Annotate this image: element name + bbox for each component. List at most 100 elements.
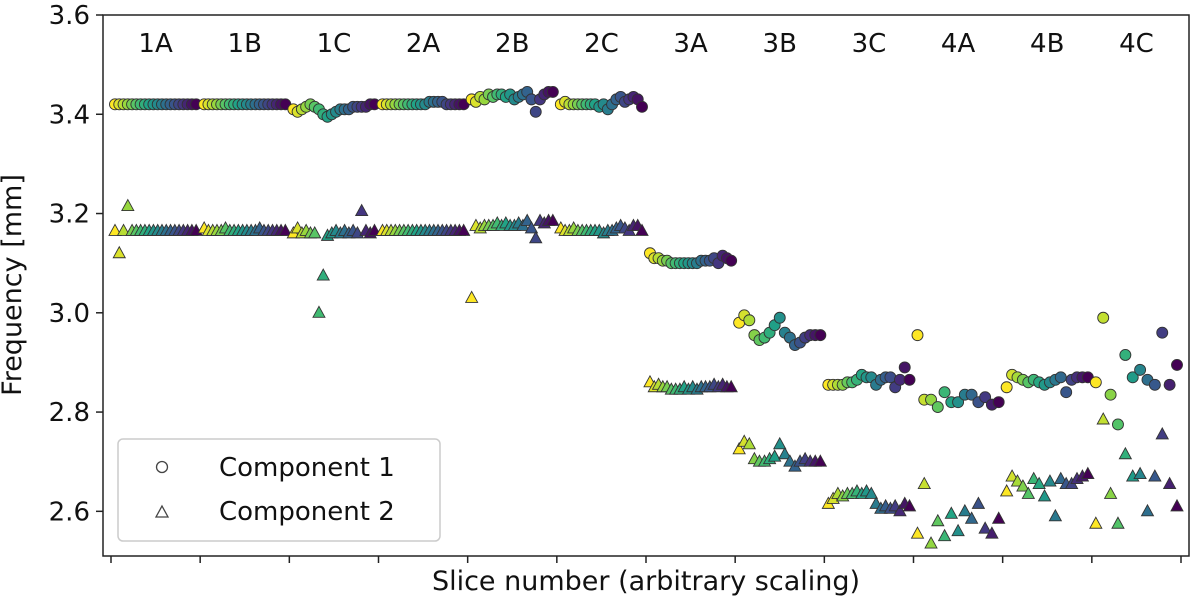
component-2-point xyxy=(1133,466,1147,480)
component-1-point xyxy=(1000,381,1013,394)
component-2-point xyxy=(999,484,1014,497)
component-2-point xyxy=(917,476,932,489)
component-2-point xyxy=(1021,486,1036,499)
group-labels: 1A 1B 1C 2A 2B 2C 3A 3B 3C 4A 4B 4C xyxy=(138,29,1153,59)
component-1-point xyxy=(743,314,756,327)
component-1-point xyxy=(814,329,827,342)
component-2-point xyxy=(1096,412,1110,425)
component-2-point xyxy=(931,513,945,527)
x-axis-label: Slice number (arbitrary scaling) xyxy=(432,566,860,597)
component-2-point xyxy=(635,223,649,236)
group-label: 3A xyxy=(673,29,708,59)
component-2-point xyxy=(910,526,925,539)
component-1-point xyxy=(965,388,978,401)
component-2-point xyxy=(1005,469,1019,482)
component-1-point xyxy=(636,100,648,113)
component-1-point xyxy=(1134,363,1147,376)
component-2-point xyxy=(1010,474,1025,487)
component-1-point xyxy=(1171,358,1183,371)
component-2-point xyxy=(951,523,965,537)
component-2-point xyxy=(528,230,543,244)
component-2-point xyxy=(1111,516,1125,529)
component-2-point xyxy=(1081,466,1095,480)
component-1-point xyxy=(1104,388,1117,401)
y-tick-label: 3.0 xyxy=(49,299,90,329)
component-2-point xyxy=(108,223,122,236)
group-label: 4A xyxy=(941,29,976,59)
component-2-point xyxy=(1170,498,1184,512)
component-2-point xyxy=(985,526,999,539)
component-2-point xyxy=(1148,469,1162,482)
component-2-point xyxy=(1162,476,1177,489)
component-1-point xyxy=(1097,311,1110,324)
component-1-point xyxy=(1163,378,1176,391)
component-2-point xyxy=(991,511,1006,524)
component-2-point xyxy=(1048,508,1063,522)
component-2-point xyxy=(732,441,746,455)
component-2-point xyxy=(1037,489,1052,502)
component-1-point xyxy=(938,386,951,399)
component-1-point xyxy=(1089,376,1102,389)
component-2-point xyxy=(524,220,539,234)
component-2-point xyxy=(1140,503,1155,517)
x-axis xyxy=(110,556,1182,563)
component-2-point xyxy=(116,223,131,236)
component-1-point xyxy=(979,391,992,404)
component-2-point xyxy=(456,223,471,236)
component-2-point xyxy=(742,436,757,450)
component-2-point xyxy=(902,498,917,512)
group-label: 1B xyxy=(228,29,262,59)
component-2-point xyxy=(278,223,293,236)
component-2-point xyxy=(1155,426,1169,440)
component-2-point xyxy=(767,449,782,462)
component-2-point xyxy=(546,213,560,226)
component-2-point xyxy=(1054,471,1068,485)
component-2-point xyxy=(958,503,972,517)
legend-circle-marker xyxy=(155,460,169,474)
component-2-point xyxy=(864,486,879,499)
component-1-point xyxy=(925,393,937,406)
y-axis: 2.6 2.8 3.0 3.2 3.4 3.6 xyxy=(49,1,103,527)
group-label: 4C xyxy=(1119,29,1154,59)
component-1-point xyxy=(952,396,965,409)
component-1-point xyxy=(1060,386,1073,399)
component-2-point xyxy=(964,511,979,524)
component-1-point xyxy=(1112,418,1124,431)
component-2-point xyxy=(1043,474,1057,487)
component-2-point xyxy=(893,503,907,517)
component-2-point xyxy=(121,198,135,212)
component-2-point xyxy=(813,454,828,467)
component-1-point xyxy=(1119,349,1132,361)
component-2-point xyxy=(944,506,959,519)
component-2-point xyxy=(312,305,326,318)
group-label: 2C xyxy=(584,29,619,59)
component-1-point xyxy=(992,396,1005,409)
component-2-point xyxy=(978,521,992,534)
component-2-point xyxy=(772,436,787,450)
component-2-point xyxy=(778,446,792,460)
legend-box xyxy=(117,438,441,542)
legend: Component 1 Component 2 xyxy=(117,438,441,542)
y-axis-label: Frequency [mm] xyxy=(0,174,28,396)
component-2-point xyxy=(112,245,127,259)
component-2-point xyxy=(1032,476,1046,489)
component-2-point xyxy=(971,496,986,509)
y-tick-label: 2.8 xyxy=(49,398,90,428)
component-1-point xyxy=(725,254,738,267)
component-1-point xyxy=(1148,378,1161,391)
component-2-point xyxy=(924,536,938,549)
component-2-point xyxy=(464,290,479,303)
legend-label-component-1: Component 1 xyxy=(219,453,395,483)
component-2-point xyxy=(1118,446,1133,460)
group-label: 1A xyxy=(138,29,173,59)
component-1-point xyxy=(911,329,924,342)
group-label: 2B xyxy=(495,29,529,59)
component-1-points xyxy=(109,85,1183,431)
component-1-point xyxy=(931,401,944,414)
y-tick-label: 3.2 xyxy=(49,200,90,230)
component-1-point xyxy=(1156,326,1169,339)
component-2-point xyxy=(724,379,738,393)
group-label: 2A xyxy=(406,29,441,59)
group-label: 3B xyxy=(763,29,797,59)
